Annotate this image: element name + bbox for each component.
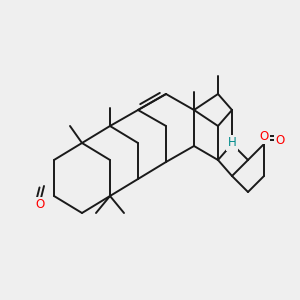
Text: O: O xyxy=(275,134,285,146)
Text: H: H xyxy=(228,136,236,149)
Text: O: O xyxy=(260,130,268,142)
Text: O: O xyxy=(35,199,45,212)
